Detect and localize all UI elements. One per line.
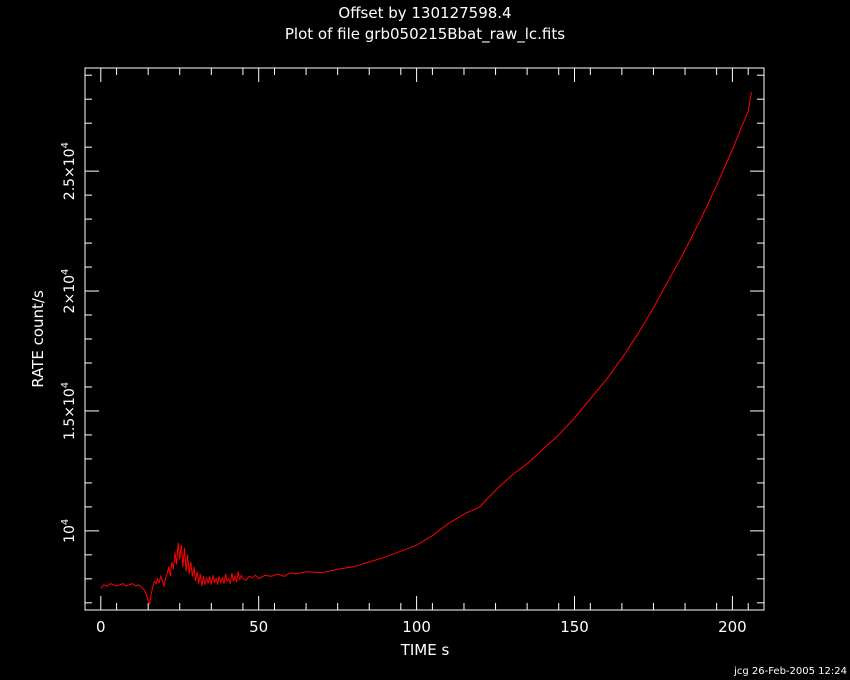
y-tick-exponent: 4 (60, 382, 71, 388)
y-tick-label: 1.5×104 (60, 382, 78, 440)
x-tick-label: 0 (96, 618, 106, 636)
x-tick-label: 100 (402, 618, 431, 636)
footer-credit: jcg 26-Feb-2005 12:24 (733, 666, 847, 677)
x-tick-label: 150 (560, 618, 589, 636)
y-tick-label: 104 (60, 519, 78, 543)
y-tick-exponent: 4 (60, 142, 71, 148)
y-tick-mantissa: 1.5×10 (62, 388, 78, 440)
chart-title: Offset by 130127598.4 (338, 4, 511, 22)
chart-subtitle: Plot of file grb050215Bbat_raw_lc.fits (285, 25, 565, 44)
x-axis-label: TIME s (400, 641, 450, 659)
x-tick-label: 200 (718, 618, 747, 636)
y-tick-exponent: 4 (60, 269, 71, 275)
y-tick-mantissa: 2.5×10 (62, 148, 78, 200)
y-tick-label: 2.5×104 (60, 142, 78, 200)
series-line-rate (100, 91, 752, 606)
y-tick-mantissa: 2×10 (62, 275, 78, 313)
x-axis: 0 50 100 150 200 (96, 68, 749, 636)
y-tick-mantissa: 10 (62, 525, 78, 543)
x-tick-label: 50 (249, 618, 268, 636)
y-tick-exponent: 4 (60, 519, 71, 525)
y-axis-label: RATE count/s (29, 290, 47, 388)
y-tick-label: 2×104 (60, 269, 78, 314)
